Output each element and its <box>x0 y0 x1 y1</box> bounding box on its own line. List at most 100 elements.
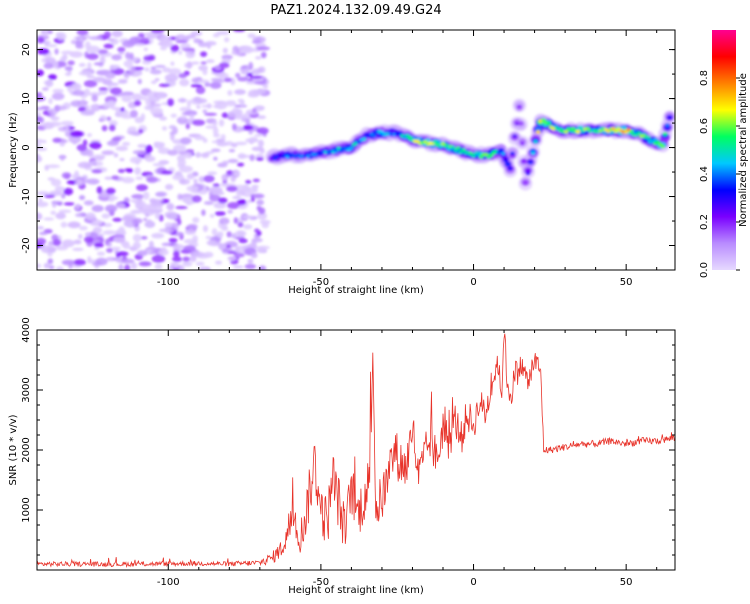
noise-blob <box>164 184 174 191</box>
noise-blob <box>191 195 202 203</box>
noise-blob <box>151 232 165 239</box>
noise-blob <box>236 230 245 238</box>
noise-blob <box>209 81 222 89</box>
noise-blob <box>132 149 147 155</box>
noise-blob <box>78 63 86 67</box>
noise-blob <box>177 159 187 166</box>
noise-blob <box>180 115 187 119</box>
noise-blob <box>102 230 116 235</box>
noise-blob <box>76 30 89 36</box>
noise-blob <box>67 85 73 93</box>
noise-blob <box>42 30 49 37</box>
noise-blob <box>186 185 199 192</box>
noise-blob <box>186 99 192 108</box>
noise-blob <box>101 213 110 219</box>
noise-blob <box>103 43 114 49</box>
noise-blob <box>231 123 237 131</box>
noise-blob <box>161 170 173 175</box>
noise-blob <box>170 113 177 118</box>
snr-plot-area <box>37 333 675 568</box>
noise-blob <box>157 147 171 155</box>
noise-blob <box>127 126 137 133</box>
noise-blob <box>173 144 186 153</box>
noise-blob <box>91 204 104 213</box>
noise-blob <box>95 257 108 266</box>
noise-blob <box>129 156 143 164</box>
noise-blob <box>164 73 179 82</box>
noise-blob <box>145 98 151 106</box>
noise-blob <box>222 47 228 54</box>
signal-point <box>523 180 528 185</box>
noise-blob <box>43 262 50 269</box>
noise-blob <box>131 194 145 199</box>
noise-blobs <box>37 30 271 270</box>
spectrogram-plot-area <box>37 30 675 270</box>
noise-blob <box>91 94 98 102</box>
noise-blob <box>111 175 119 180</box>
noise-blob <box>256 46 271 51</box>
noise-blob <box>189 113 195 118</box>
noise-blob <box>83 236 94 243</box>
noise-blob <box>213 156 218 161</box>
noise-blob <box>202 68 208 76</box>
noise-blob <box>120 258 135 264</box>
noise-blob <box>98 87 109 91</box>
signal-point <box>505 162 511 167</box>
signal-point <box>535 130 541 134</box>
noise-blob <box>37 139 44 144</box>
signal-point <box>471 153 476 158</box>
noise-blob <box>67 221 81 229</box>
noise-blob <box>254 80 267 85</box>
noise-blob <box>77 234 83 240</box>
noise-blob <box>108 124 116 132</box>
noise-blob <box>218 62 230 69</box>
colorbar-label: Normalized spectral amplitude <box>738 73 749 227</box>
noise-blob <box>254 228 260 233</box>
signal-point <box>534 126 542 133</box>
noise-blob <box>168 68 181 75</box>
noise-blob <box>184 152 193 159</box>
signal-point <box>397 131 402 136</box>
signal-point <box>575 129 581 134</box>
noise-blob <box>245 80 257 85</box>
noise-blob <box>250 196 255 203</box>
noise-blob <box>79 195 86 201</box>
snr-y-ticks: 1000 2000 3000 4000 <box>21 317 675 571</box>
noise-blob <box>250 240 257 248</box>
noise-blob <box>154 64 166 69</box>
noise-blob <box>245 180 252 184</box>
x-tick-label: 50 <box>620 577 633 588</box>
noise-blob <box>190 31 203 36</box>
noise-blob <box>232 195 242 200</box>
noise-blob <box>252 89 267 95</box>
noise-blob <box>55 105 67 111</box>
noise-blob <box>198 175 205 183</box>
y-tick-label: 0 <box>21 144 32 150</box>
noise-blob <box>185 50 196 59</box>
noise-blob <box>158 214 164 222</box>
noise-blob <box>143 217 148 222</box>
noise-blob <box>64 72 72 76</box>
noise-blob <box>51 200 63 205</box>
noise-blob <box>237 76 249 82</box>
noise-blob <box>205 125 218 129</box>
noise-blob <box>228 148 236 153</box>
noise-blob <box>167 98 174 107</box>
noise-blob <box>237 154 251 158</box>
signal-point <box>438 144 443 149</box>
noise-blob <box>172 126 178 135</box>
noise-blob <box>203 201 214 205</box>
signal-point <box>524 167 532 174</box>
noise-blob <box>155 93 166 98</box>
signal-point <box>636 131 642 136</box>
noise-blob <box>72 247 84 252</box>
signal-point <box>356 140 362 145</box>
noise-blob <box>233 253 245 258</box>
noise-blob <box>106 116 112 122</box>
noise-blob <box>126 168 134 173</box>
noise-blob <box>256 127 269 135</box>
noise-blob <box>113 152 119 158</box>
noise-blob <box>195 152 202 158</box>
noise-blob <box>251 68 261 76</box>
